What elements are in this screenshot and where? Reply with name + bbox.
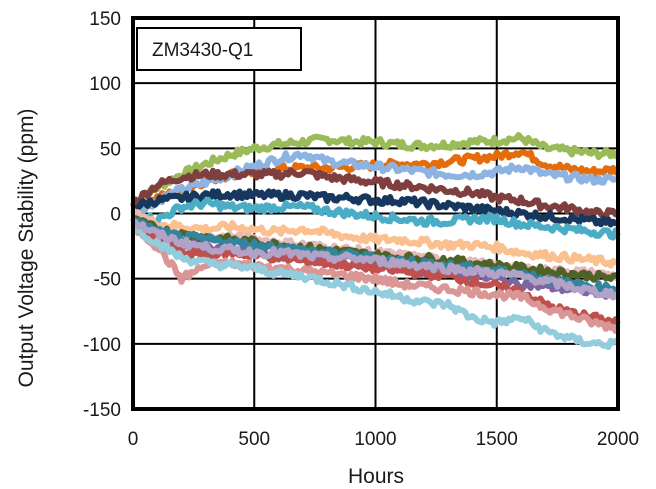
series-line (130, 167, 621, 220)
plot-frame (131, 16, 620, 411)
x-tick-label: 0 (128, 429, 139, 450)
y-tick-labels: -150 -100 -50 0 50 100 150 (83, 9, 121, 421)
x-tick-label: 1500 (476, 429, 518, 450)
series-line (130, 196, 621, 241)
y-tick-label: 50 (100, 139, 121, 160)
x-tick-label: 2000 (597, 429, 639, 450)
y-axis-title: Output Voltage Stability (ppm) (15, 109, 38, 388)
x-tick-label: 500 (238, 429, 270, 450)
series-line (130, 208, 619, 269)
x-tick-label: 1000 (354, 429, 396, 450)
y-tick-label: -50 (94, 270, 121, 291)
y-tick-label: -100 (83, 335, 121, 356)
x-axis-title: Hours (348, 465, 404, 488)
y-tick-label: -150 (83, 400, 121, 421)
legend-box: ZM3430-Q1 (136, 27, 302, 71)
series-line (131, 219, 621, 301)
y-tick-label: 100 (89, 74, 121, 95)
series-line (130, 225, 619, 351)
x-tick-labels: 0 500 1000 1500 2000 (128, 429, 639, 450)
y-tick-label: 0 (110, 205, 121, 226)
series-layer (130, 132, 621, 351)
series-line (130, 132, 619, 210)
y-tick-label: 150 (89, 9, 121, 30)
legend-label: ZM3430-Q1 (152, 40, 253, 61)
series-line (131, 188, 619, 228)
